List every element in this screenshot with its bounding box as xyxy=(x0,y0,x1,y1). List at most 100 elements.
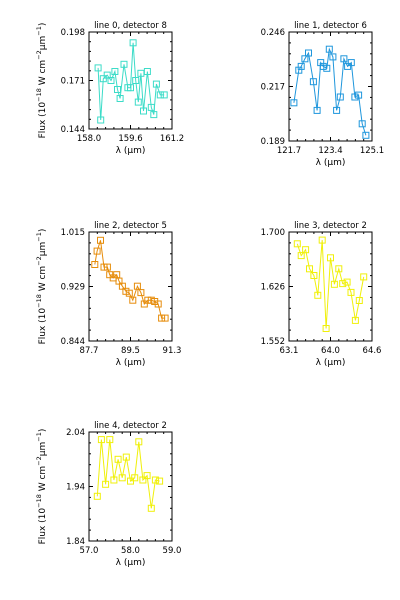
data-point xyxy=(347,59,355,67)
y-tick-label: 0.844 xyxy=(61,337,85,347)
x-tick-label: 91.3 xyxy=(163,346,182,356)
data-point xyxy=(293,240,301,248)
data-point xyxy=(97,116,105,124)
chart-0: line 0, detector 8 158.0 159.6 161.2 0.144 0.… xyxy=(35,21,184,156)
data-point xyxy=(150,111,158,119)
data-point xyxy=(114,455,122,463)
data-point xyxy=(132,77,140,84)
data-point xyxy=(116,95,124,102)
data-point xyxy=(327,254,334,262)
chart-3: line 3, detector 2 63.1 64.0 64.6 1.552 1.626… xyxy=(261,221,382,368)
data-point xyxy=(127,84,134,92)
data-point xyxy=(314,291,322,299)
data-point xyxy=(97,436,105,444)
x-axis-label: λ (μm) xyxy=(116,358,146,368)
data-point xyxy=(137,289,145,297)
data-point xyxy=(355,297,363,304)
data-point xyxy=(358,120,366,128)
series-line xyxy=(96,439,160,509)
data-point xyxy=(93,247,101,255)
y-tick-label: 0.929 xyxy=(61,283,85,293)
x-tick-label: 59.0 xyxy=(163,546,182,556)
data-point xyxy=(297,62,305,70)
y-tick-label: 0.217 xyxy=(261,83,285,93)
y-tick-label: 1.015 xyxy=(61,228,85,238)
data-point xyxy=(319,62,327,70)
x-tick-label: 57.0 xyxy=(80,546,99,556)
x-axis-label: λ (μm) xyxy=(116,558,146,568)
data-point xyxy=(290,99,298,107)
chart-4: line 4, detector 2 57.0 58.0 59.0 1.84 1.94 2.… xyxy=(35,421,181,568)
y-tick-label: 0.144 xyxy=(61,125,85,135)
data-point xyxy=(313,106,321,114)
data-point xyxy=(310,272,318,279)
x-tick-label: 159.6 xyxy=(118,134,142,144)
y-tick-label: 1.94 xyxy=(66,483,85,493)
data-point xyxy=(305,49,312,57)
x-tick-label: 161.2 xyxy=(160,134,184,144)
x-tick-label: 63.1 xyxy=(280,346,299,356)
chart-title: line 2, detector 5 xyxy=(94,221,167,231)
data-point xyxy=(309,78,317,86)
data-point xyxy=(343,278,351,286)
data-point xyxy=(156,477,164,485)
data-point xyxy=(360,273,368,281)
y-tick-label: 1.552 xyxy=(261,337,285,347)
data-point xyxy=(93,492,101,500)
data-point xyxy=(102,480,110,488)
data-point xyxy=(147,504,155,512)
data-point xyxy=(106,436,114,444)
data-point xyxy=(147,103,155,111)
data-point xyxy=(323,64,331,72)
data-point xyxy=(118,474,126,482)
data-point xyxy=(97,236,104,244)
y-axis-label: Flux (10−18 W cm−2μm−1) xyxy=(35,429,48,545)
data-point xyxy=(161,314,169,322)
data-point xyxy=(156,91,164,99)
chart-title: line 3, detector 2 xyxy=(294,221,367,231)
y-tick-label: 2.04 xyxy=(66,428,85,438)
y-tick-label: 1.84 xyxy=(66,537,85,547)
data-point xyxy=(306,265,313,273)
chart-2: line 2, detector 5 87.7 89.5 91.3 0.844 0.929… xyxy=(35,221,181,368)
chart-1: line 1, detector 6 121.7 123.4 125.1 0.189 0.… xyxy=(261,21,385,168)
data-point xyxy=(333,106,341,114)
y-tick-label: 0.246 xyxy=(261,28,285,38)
data-point xyxy=(297,252,305,260)
data-point xyxy=(143,472,151,480)
x-tick-label: 121.7 xyxy=(277,146,301,156)
chart-title: line 1, detector 6 xyxy=(294,21,367,31)
chart-title: line 4, detector 2 xyxy=(94,421,167,431)
data-point xyxy=(351,316,359,324)
x-tick-label: 58.0 xyxy=(121,546,140,556)
x-tick-label: 158.0 xyxy=(77,134,101,144)
data-point xyxy=(362,131,370,139)
data-point xyxy=(339,280,347,288)
data-point xyxy=(151,476,159,484)
data-point xyxy=(344,62,352,70)
x-tick-label: 87.7 xyxy=(80,346,99,356)
y-tick-label: 0.189 xyxy=(261,137,285,147)
x-tick-label: 123.4 xyxy=(318,146,342,156)
data-point xyxy=(129,39,137,47)
data-point xyxy=(111,68,119,75)
data-point xyxy=(94,64,102,72)
data-point xyxy=(143,68,151,75)
data-point xyxy=(160,91,168,99)
data-point xyxy=(140,107,147,115)
data-point xyxy=(347,288,355,296)
data-point xyxy=(301,55,309,63)
data-point xyxy=(129,296,137,304)
y-tick-label: 1.700 xyxy=(261,228,285,238)
data-point xyxy=(139,476,147,484)
data-point xyxy=(329,53,337,61)
data-point xyxy=(351,93,359,101)
data-point xyxy=(154,300,162,308)
data-point xyxy=(336,93,344,101)
plot-frame xyxy=(88,431,173,542)
series-line xyxy=(296,240,365,329)
y-axis-label: Flux (10−18 W cm−2μm−1) xyxy=(35,23,48,139)
data-point xyxy=(134,98,142,106)
x-axis-label: λ (μm) xyxy=(116,146,146,156)
